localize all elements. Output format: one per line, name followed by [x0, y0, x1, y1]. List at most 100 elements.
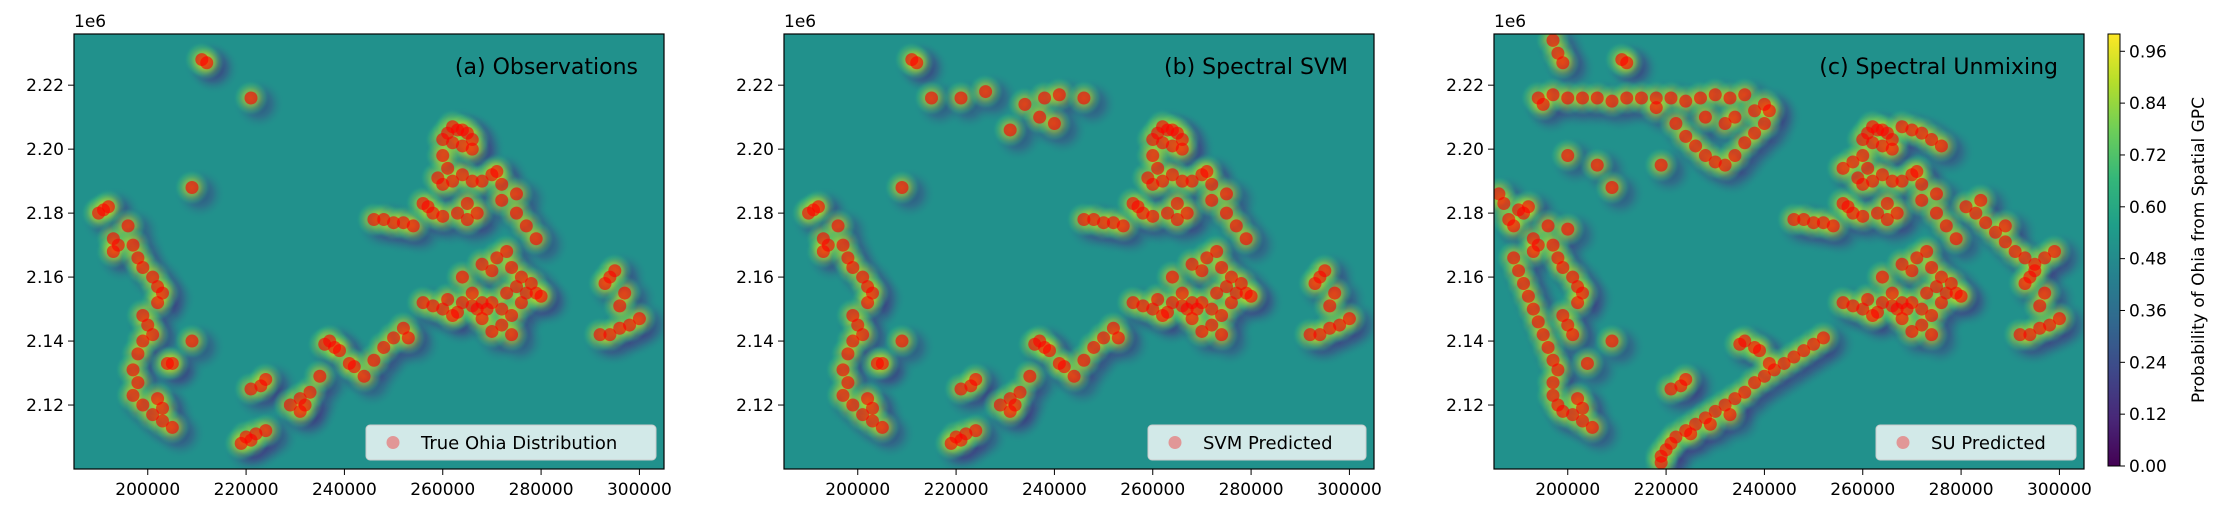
data-point — [1954, 289, 1968, 303]
data-point — [1777, 356, 1791, 370]
data-point — [1175, 142, 1189, 156]
data-point — [1175, 286, 1189, 300]
data-point — [1003, 123, 1017, 137]
data-point — [875, 420, 889, 434]
data-point — [1576, 286, 1589, 300]
data-point — [146, 270, 160, 284]
data-point — [1205, 193, 1219, 207]
data-point — [500, 286, 514, 300]
data-point — [1023, 369, 1037, 383]
data-point — [1531, 315, 1545, 329]
x-tick-label: 240000 — [1022, 480, 1087, 500]
data-point — [1590, 91, 1604, 105]
data-point — [1689, 417, 1703, 431]
y-tick-label: 2.16 — [1446, 268, 1484, 288]
data-point — [146, 408, 160, 422]
data-point — [1018, 97, 1032, 111]
data-point — [495, 318, 509, 332]
data-point — [1969, 206, 1983, 220]
colorbar-tick-label: 0.60 — [2129, 198, 2167, 218]
data-point — [1333, 318, 1347, 332]
data-point — [1910, 165, 1924, 179]
data-point — [426, 206, 440, 220]
data-point — [1165, 270, 1179, 284]
data-point — [2013, 328, 2027, 342]
panel-title: (b) Spectral SVM — [1164, 55, 1348, 80]
data-point — [505, 260, 519, 274]
data-point — [1517, 276, 1530, 290]
data-point — [1185, 257, 1199, 271]
data-point — [861, 296, 875, 310]
data-point — [1605, 181, 1619, 195]
data-point — [1664, 382, 1678, 396]
y-offset-label: 1e6 — [1494, 12, 1526, 32]
data-point — [165, 420, 179, 434]
data-point — [993, 398, 1007, 412]
data-point — [816, 245, 830, 258]
data-point — [1146, 149, 1160, 163]
data-point — [514, 270, 528, 284]
legend-marker — [1896, 436, 1910, 449]
data-point — [1077, 91, 1091, 105]
data-point — [1003, 404, 1017, 418]
y-tick-label: 2.12 — [1446, 396, 1484, 416]
data-point — [1038, 91, 1052, 105]
data-point — [485, 296, 499, 310]
data-point — [1880, 197, 1894, 211]
data-point — [1718, 398, 1732, 412]
data-point — [1635, 91, 1648, 105]
data-point — [465, 174, 479, 188]
legend: SVM Predicted — [1147, 424, 1367, 461]
data-point — [954, 91, 968, 105]
data-point — [1229, 219, 1243, 233]
data-point — [1885, 286, 1899, 300]
legend-label: True Ohia Distribution — [420, 433, 617, 454]
data-point — [446, 136, 460, 150]
colorbar-tick-label: 0.00 — [2129, 457, 2167, 477]
data-point — [401, 331, 415, 345]
data-point — [1930, 187, 1943, 201]
data-point — [841, 376, 855, 390]
data-point — [510, 206, 523, 220]
data-point — [436, 149, 450, 163]
data-point — [1546, 353, 1560, 367]
x-tick-label: 220000 — [214, 480, 279, 500]
data-point — [1590, 158, 1604, 172]
data-point — [519, 286, 533, 300]
legend-box — [365, 424, 657, 461]
data-point — [313, 369, 327, 383]
data-point — [367, 353, 381, 367]
data-point — [1342, 312, 1356, 326]
data-point — [875, 356, 889, 370]
data-point — [1934, 270, 1948, 284]
data-point — [1698, 149, 1712, 163]
data-point — [1566, 408, 1580, 422]
data-point — [1895, 312, 1909, 326]
data-point — [1989, 225, 2002, 239]
data-point — [446, 308, 460, 322]
data-point — [2038, 251, 2052, 265]
data-point — [2048, 245, 2061, 258]
data-point — [1816, 216, 1830, 230]
legend-marker — [1168, 436, 1182, 449]
data-point — [1576, 401, 1589, 415]
data-point — [1915, 177, 1929, 191]
x-tick-label: 280000 — [1219, 480, 1284, 500]
data-point — [1679, 129, 1693, 143]
data-point — [1497, 197, 1511, 211]
data-point — [259, 424, 273, 438]
data-point — [1949, 232, 1963, 246]
data-point — [534, 289, 548, 303]
data-point — [1195, 296, 1209, 310]
data-point — [1526, 245, 1540, 258]
data-point — [1512, 264, 1526, 278]
data-point — [441, 161, 455, 175]
data-point — [1185, 174, 1199, 188]
legend-box — [1875, 424, 2077, 461]
data-point — [1723, 91, 1737, 105]
data-point — [1146, 302, 1160, 316]
data-point — [1708, 155, 1722, 169]
data-point — [2018, 251, 2032, 265]
data-point — [1718, 117, 1732, 131]
